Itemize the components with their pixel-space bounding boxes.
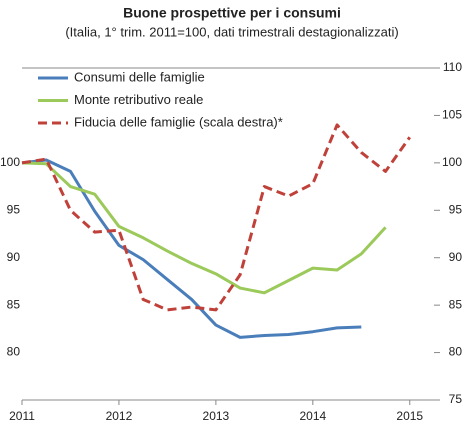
y-tick-label: 100 (0, 155, 20, 169)
x-tick-label: 2014 (299, 409, 326, 423)
legend-label: Monte retributivo reale (74, 92, 203, 107)
series-line (21, 161, 387, 295)
y2-tick-label: 110 (443, 60, 462, 74)
y-tick-label: 95 (7, 202, 21, 216)
y2-tick-label: 80 (449, 345, 463, 359)
chart-title: Buone prospettive per i consumi (123, 5, 341, 21)
x-tick-label: 2013 (203, 409, 230, 423)
y2-tick-label: 90 (449, 250, 463, 264)
y2-tick-label: 75 (449, 392, 463, 406)
x-tick-label: 2015 (396, 409, 423, 423)
y2-tick-label: 105 (442, 108, 462, 122)
series-line (21, 123, 411, 312)
legend-label: Fiducia delle famiglie (scala destra)* (74, 114, 283, 129)
x-tick-label: 2012 (106, 409, 133, 423)
y2-tick-label: 100 (442, 155, 462, 169)
chart-subtitle: (Italia, 1° trim. 2011=100, dati trimest… (65, 24, 398, 39)
y-tick-label: 90 (7, 250, 21, 264)
y2-tick-label: 85 (449, 297, 463, 311)
y-tick-label: 80 (7, 345, 21, 359)
series-line (21, 158, 362, 339)
y2-tick-label: 95 (449, 202, 463, 216)
y-tick-label: 85 (7, 297, 21, 311)
x-tick-label: 2011 (9, 409, 35, 423)
legend-label: Consumi delle famiglie (74, 69, 205, 84)
